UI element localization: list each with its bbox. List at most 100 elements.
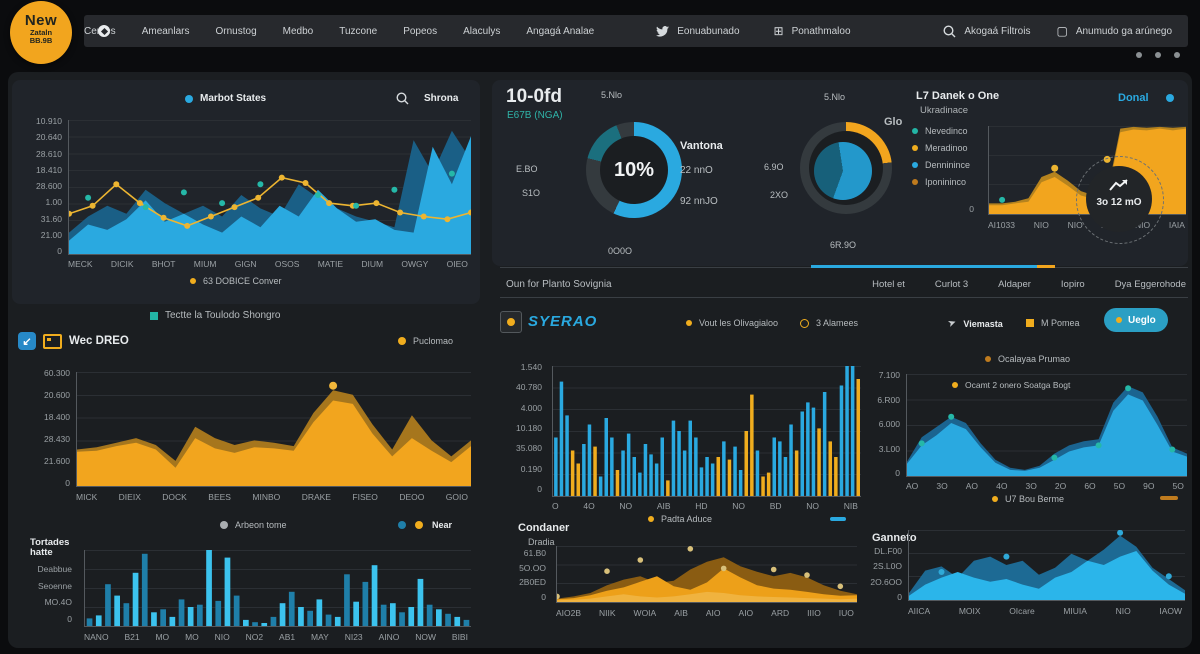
logo-subtext-2: BB.9B: [29, 36, 53, 45]
tick-label: 18.410: [36, 164, 62, 175]
l7-overlay-text: 3o 12 mO: [1096, 197, 1142, 208]
overflow-dots[interactable]: [1136, 52, 1180, 58]
tick-label: NO: [732, 501, 746, 511]
nav-item-6[interactable]: Alaculys: [463, 25, 501, 37]
syerao-title: SYERAO: [528, 313, 598, 330]
l7-overlay-badge[interactable]: 3o 12 mO: [1086, 166, 1152, 232]
share-arrow-icon[interactable]: ↙: [18, 332, 36, 350]
market-states-title: Marbot States: [185, 93, 266, 104]
tick-label: 6O: [1084, 481, 1096, 491]
tick-label: 3O: [936, 481, 948, 491]
cursor-icon: ➤: [946, 316, 959, 331]
tick-label: NIO: [1067, 220, 1083, 230]
home-diamond-icon[interactable]: [98, 25, 110, 37]
market-action[interactable]: Shrona: [424, 93, 459, 104]
market-search-button[interactable]: [396, 92, 409, 110]
tick-label: 0: [541, 591, 546, 602]
twitter-link[interactable]: Eonuabunado: [656, 25, 740, 37]
tab-bar: Hotel et Curlot 3 Aldaper Iopiro Dya Egg…: [872, 279, 1186, 290]
trend-arrow-icon: [1109, 179, 1128, 191]
logo[interactable]: New Zataln BB.9B: [10, 1, 72, 64]
nav-item-7[interactable]: Angagá Analae: [526, 25, 595, 37]
tick-label: 60.300: [44, 368, 70, 378]
tab-3[interactable]: Iopiro: [1060, 279, 1085, 290]
ganneto-chart: [909, 530, 1185, 600]
tab-1[interactable]: Curlot 3: [934, 279, 969, 290]
nav-item-5[interactable]: Popeos: [403, 25, 438, 37]
search-filters-button[interactable]: Akogaá Filtrois: [943, 24, 1030, 38]
tab-0[interactable]: Hotel et: [872, 279, 905, 290]
filter-chip-1[interactable]: 3 Alamees: [800, 318, 858, 328]
orange-dot-icon: [985, 356, 991, 362]
tick-label: BEES: [208, 492, 231, 502]
filter-chip-2[interactable]: ➤ Viemasta: [946, 316, 1003, 331]
mode-toggle-button[interactable]: ▢ Anumudo ga arúnego: [1056, 25, 1172, 37]
nav-item-2[interactable]: Ornustog: [215, 25, 257, 37]
tick-label: DICIK: [110, 259, 134, 269]
filter-chip-3[interactable]: M Pomea: [1026, 318, 1080, 328]
barsmid-legend: Padta Aduce: [648, 514, 712, 524]
tick-label: NIO: [214, 632, 230, 642]
donut2-label-top: 5.Nlo: [824, 92, 846, 102]
tick-label: BD: [769, 501, 782, 511]
orange-dash: [1160, 496, 1178, 500]
syerao-icon-box[interactable]: [500, 311, 522, 333]
l7-title: L7 Danek o One: [916, 90, 1000, 102]
tick-label: AO: [906, 481, 919, 491]
wecdreo-legend: Puclomao: [398, 336, 453, 346]
tab-4[interactable]: Dya Eggerohode: [1114, 279, 1186, 290]
tick-label: 6.R00: [877, 394, 900, 405]
tick-label: 4O: [996, 481, 1008, 491]
tick-label: OSOS: [274, 259, 300, 269]
logo-text: New: [24, 12, 58, 29]
tick-label: 61.B0: [523, 548, 546, 558]
nav-item-1[interactable]: Ameanlars: [141, 25, 190, 37]
tick-label: NANO: [84, 632, 109, 642]
barsmid-x-axis: O 4O NO AIB HD NO BD NO NIB: [552, 501, 858, 511]
ganneto-plot: [908, 530, 1185, 601]
wecdreo-title: Wec DREO: [69, 335, 129, 347]
tick-label: NIO: [1115, 606, 1131, 616]
tick-label: NI23: [344, 632, 363, 642]
tick-label: 10.180: [516, 422, 542, 433]
tick-label: BIBI: [451, 632, 468, 642]
gray-dot-icon: [220, 521, 228, 529]
tick-label: 21.00: [40, 229, 62, 240]
tick-label: AIB: [674, 608, 688, 618]
arearight-y-axis: 7.100 6.R00 6.000 3.L00 0: [870, 370, 900, 478]
donut2-label-bottom: 6R.9O: [830, 240, 857, 250]
donut1-stats-title: Vantona: [680, 140, 723, 152]
condaner-y-axis: 61.B0 5O.OO 2B0ED 0: [506, 548, 546, 602]
ganneto-x-axis: AIICA MOIX OIcare MIUIA NIO IAOW: [908, 606, 1182, 616]
teal-square-icon: [150, 311, 158, 320]
donut2-label-left2: 2XO: [770, 190, 789, 200]
l7-action[interactable]: Donal: [1118, 92, 1149, 104]
tick-label: DL.F00: [874, 546, 902, 556]
tick-label: AIO2B: [556, 608, 582, 618]
tab-2[interactable]: Aldaper: [998, 279, 1031, 290]
donut1-stat-2: 92 nnJO: [680, 196, 718, 207]
apps-link[interactable]: ⊞ Ponathmaloo: [774, 25, 851, 37]
ueglo-button[interactable]: Ueglo: [1104, 308, 1168, 332]
nav-item-4[interactable]: Tuzcone: [339, 25, 378, 37]
tick-label: 2O: [1054, 481, 1067, 491]
ganneto-y-axis: DL.F00 2S.L0O 2O.6OO 0: [870, 546, 902, 602]
tick-label: MIUM: [193, 259, 217, 269]
donut1-label-left2: S1O: [522, 188, 541, 198]
tick-label: 2B0ED: [519, 577, 546, 588]
tick-label: DEOO: [399, 492, 425, 502]
nav-item-3[interactable]: Medbo: [282, 25, 314, 37]
tick-label: NIIK: [599, 608, 616, 618]
tick-label: 28.600: [36, 181, 62, 191]
tick-label: 20.600: [44, 390, 70, 400]
tick-label: MICK: [76, 492, 98, 502]
tick-label: 35.080: [516, 443, 542, 454]
screen-icon[interactable]: [43, 333, 62, 349]
tick-label: 0.190: [520, 463, 542, 474]
tick-label: 0: [897, 591, 902, 602]
twitter-label: Eonuabunado: [677, 25, 740, 37]
tick-label: NOW: [415, 632, 437, 642]
condaner-chart: [557, 546, 857, 602]
tick-label: NO: [806, 501, 820, 511]
filter-chip-0[interactable]: Vout les Olivagialoo: [686, 318, 778, 328]
